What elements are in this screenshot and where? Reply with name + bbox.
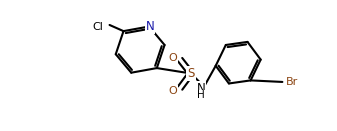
Text: S: S — [187, 67, 194, 80]
Text: Br: Br — [285, 77, 298, 87]
Text: H: H — [197, 90, 205, 100]
Text: O: O — [168, 53, 177, 63]
Text: O: O — [168, 86, 177, 96]
Text: N: N — [146, 20, 154, 33]
Text: N: N — [196, 82, 205, 95]
Text: Cl: Cl — [92, 21, 103, 31]
